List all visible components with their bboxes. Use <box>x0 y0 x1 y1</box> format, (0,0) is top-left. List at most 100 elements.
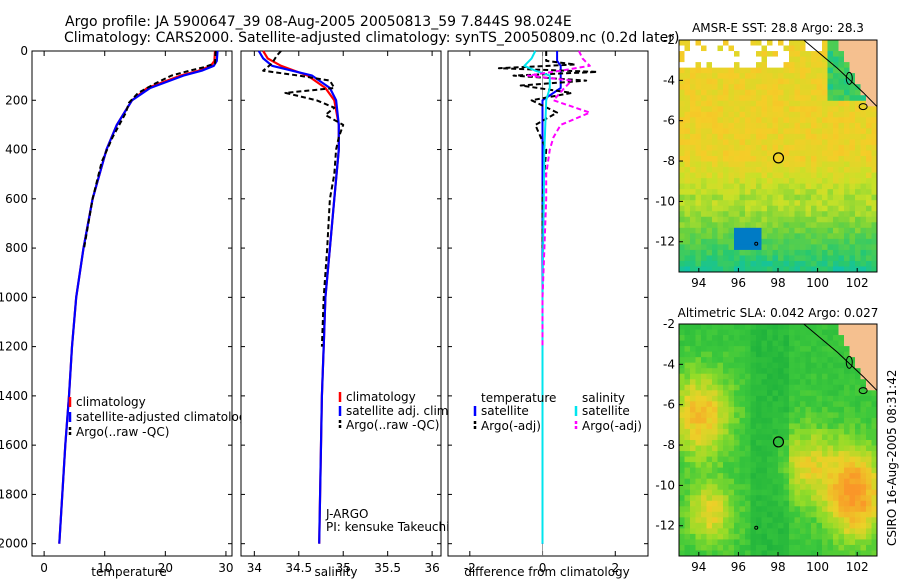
map-cell <box>855 227 861 234</box>
map-cell <box>860 406 867 413</box>
map-cell <box>811 445 817 452</box>
map-cell <box>684 95 691 102</box>
map-cell <box>756 73 762 80</box>
map-cell <box>827 122 834 129</box>
map-cell <box>822 144 828 151</box>
map-cell <box>728 100 735 107</box>
map-cell <box>849 533 856 540</box>
map-cell <box>833 368 839 375</box>
map-cell <box>860 139 867 146</box>
map-cell <box>745 539 751 546</box>
map-cell <box>772 122 779 129</box>
map-cell <box>789 128 795 135</box>
map-cell <box>728 423 735 430</box>
map-cell <box>805 506 812 513</box>
map-cell <box>838 51 845 57</box>
map-cell <box>684 340 691 347</box>
map-cell <box>805 205 812 212</box>
map-cell <box>723 456 729 463</box>
map-cell <box>816 167 823 173</box>
map-cell <box>767 233 773 240</box>
map-cell <box>723 544 729 551</box>
map-cell <box>739 533 746 540</box>
map-cell <box>827 456 834 463</box>
map-cell <box>772 189 779 196</box>
map-cell <box>767 478 773 485</box>
map-cell <box>866 401 872 408</box>
map-cell <box>800 544 806 551</box>
map-cell <box>750 144 757 151</box>
map-cell <box>734 78 740 85</box>
map-cell <box>838 161 845 168</box>
map-cell <box>789 216 795 223</box>
map-cell <box>838 440 845 446</box>
map-cell <box>871 67 878 74</box>
map-cell <box>756 495 762 502</box>
map-cell <box>822 161 828 168</box>
map-cell <box>849 390 856 397</box>
map-cell <box>833 139 839 146</box>
map-cell <box>717 40 724 46</box>
map-cell <box>794 357 801 364</box>
map-cell <box>860 428 867 435</box>
map-cell <box>838 423 845 430</box>
map-cell <box>838 522 845 529</box>
map-cell <box>728 329 735 336</box>
map-y-tick-label: -10 <box>655 478 675 492</box>
map-cell <box>734 533 740 540</box>
map-cell <box>701 417 707 424</box>
map-cell <box>844 379 850 386</box>
map-cell <box>728 401 735 408</box>
map-cell <box>750 489 757 496</box>
map-cell <box>684 139 691 146</box>
map-cell <box>816 539 823 546</box>
map-cell <box>723 533 729 540</box>
map-cell <box>772 178 779 185</box>
map-cell <box>800 249 806 256</box>
map-cell <box>695 451 702 457</box>
map-cell <box>800 384 806 391</box>
map-cell <box>778 522 784 529</box>
map-cell <box>717 78 724 85</box>
map-cell <box>794 406 801 413</box>
map-cell <box>827 533 834 540</box>
map-cell <box>827 506 834 513</box>
map-cell <box>717 255 724 262</box>
map-cell <box>679 51 685 57</box>
y-tick-label: 1000 <box>0 290 28 304</box>
map-cell <box>783 478 790 485</box>
map-cell <box>844 533 850 540</box>
map-cell <box>794 194 801 201</box>
map-cell <box>822 183 828 190</box>
map-cell <box>717 73 724 80</box>
map-cell <box>789 401 795 408</box>
map-cell <box>811 467 817 474</box>
map-cell <box>679 211 685 218</box>
map-cell <box>811 395 817 402</box>
map-cell <box>750 467 757 474</box>
map-cell <box>679 45 685 52</box>
map-cell <box>811 189 817 196</box>
map-cell <box>783 462 790 469</box>
map-cell <box>794 478 801 485</box>
map-cell <box>860 445 867 452</box>
map-cell <box>717 106 724 113</box>
map-cell <box>844 539 850 546</box>
map-cell <box>816 423 823 430</box>
map-cell <box>767 533 773 540</box>
map-cell <box>750 227 757 234</box>
map-cell <box>849 45 856 52</box>
map-cell <box>739 205 746 212</box>
map-cell <box>844 511 850 518</box>
map-cell <box>695 539 702 546</box>
map-cell <box>756 467 762 474</box>
map-cell <box>739 78 746 85</box>
map-cell <box>701 211 707 218</box>
map-cell <box>723 178 729 185</box>
map-cell <box>717 205 724 212</box>
map-cell <box>690 528 696 535</box>
map-cell <box>695 189 702 196</box>
map-cell <box>827 412 834 419</box>
map-cell <box>844 473 850 480</box>
map-cell <box>717 456 724 463</box>
